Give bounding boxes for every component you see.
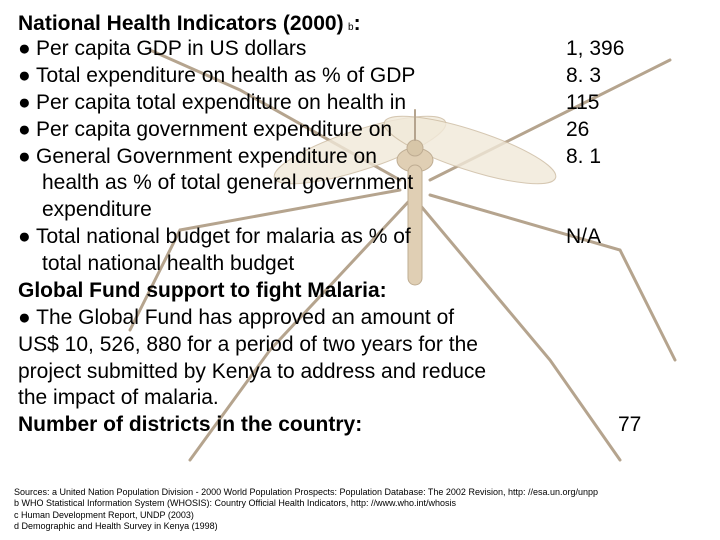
global-fund-heading: Global Fund support to fight Malaria: — [18, 278, 702, 305]
global-fund-body: ● The Global Fund has approved an amount… — [18, 305, 702, 413]
global-fund-line: US$ 10, 526, 880 for a period of two yea… — [18, 332, 702, 359]
heading-line: National Health Indicators (2000) b: — [18, 12, 702, 36]
indicator-value: 1, 396 — [558, 36, 702, 63]
heading-colon: : — [354, 12, 361, 35]
indicator-label: ●Per capita GDP in US dollars — [18, 36, 558, 63]
source-line: Sources: a United Nation Population Divi… — [14, 487, 706, 498]
global-fund-line: project submitted by Kenya to address an… — [18, 359, 702, 386]
indicator-value: N/A — [558, 224, 702, 251]
indicator-row: ●Per capita total expenditure on health … — [18, 90, 702, 117]
indicator-label: ●General Government expenditure on — [18, 144, 558, 171]
indicator-label: ●Per capita government expenditure on — [18, 117, 558, 144]
indicator-value: 8. 1 — [558, 144, 702, 171]
content-block: National Health Indicators (2000) b: ●Pe… — [18, 12, 702, 439]
sources-block: Sources: a United Nation Population Divi… — [14, 487, 706, 532]
source-line: c Human Development Report, UNDP (2003) — [14, 510, 706, 521]
indicator-value: 26 — [558, 117, 702, 144]
districts-value: 77 — [578, 412, 702, 439]
indicator-row: ●Per capita GDP in US dollars1, 396 — [18, 36, 702, 63]
indicator-row: ●Total national budget for malaria as % … — [18, 224, 702, 251]
indicator-label: ●Total expenditure on health as % of GDP — [18, 63, 558, 90]
source-line: b WHO Statistical Information System (WH… — [14, 498, 706, 509]
indicator-label: ●Total national budget for malaria as % … — [18, 224, 558, 251]
indicator-label-cont: expenditure — [18, 197, 702, 224]
indicator-row: ●Per capita government expenditure on26 — [18, 117, 702, 144]
indicator-value: 115 — [558, 90, 702, 117]
districts-label: Number of districts in the country: — [18, 412, 578, 439]
indicator-value: 8. 3 — [558, 63, 702, 90]
indicator-label-cont: health as % of total general government — [18, 170, 702, 197]
indicator-label-cont: total national health budget — [18, 251, 702, 278]
indicator-row: ●Total expenditure on health as % of GDP… — [18, 63, 702, 90]
source-line: d Demographic and Health Survey in Kenya… — [14, 521, 706, 532]
districts-row: Number of districts in the country: 77 — [18, 412, 702, 439]
section-heading: National Health Indicators (2000) — [18, 12, 344, 35]
global-fund-line: ● The Global Fund has approved an amount… — [18, 305, 702, 332]
indicator-row: ●General Government expenditure on8. 1 — [18, 144, 702, 171]
slide: National Health Indicators (2000) b: ●Pe… — [0, 0, 720, 540]
global-fund-line: the impact of malaria. — [18, 385, 702, 412]
indicator-label: ●Per capita total expenditure on health … — [18, 90, 558, 117]
indicators-list: ●Per capita GDP in US dollars1, 396●Tota… — [18, 36, 702, 278]
